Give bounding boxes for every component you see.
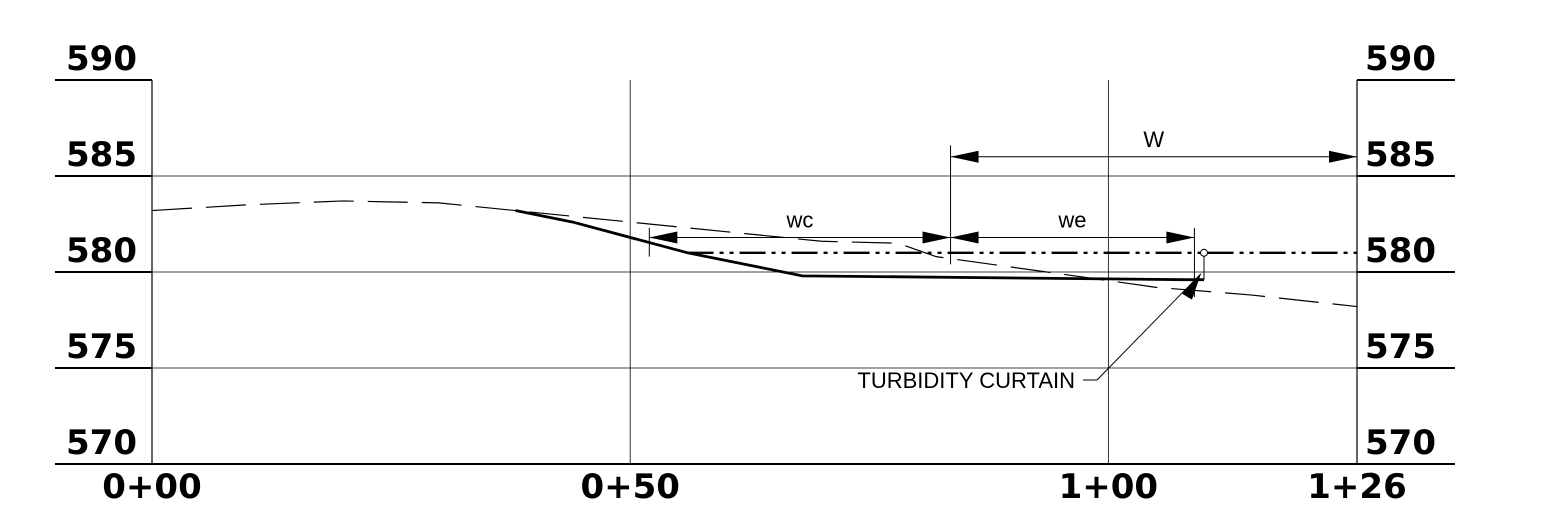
dimension-arrowhead: [950, 150, 979, 163]
x-tick-label: 0+50: [580, 467, 679, 507]
dimension-arrowhead: [1166, 231, 1195, 244]
dimension-arrowhead: [922, 231, 951, 244]
y-tick-label-left: 575: [66, 327, 137, 367]
y-tick-label-right: 580: [1365, 231, 1436, 271]
dimension-label-we: we: [1057, 207, 1086, 232]
y-tick-label-left: 570: [66, 423, 137, 463]
leader-line: [1096, 273, 1202, 381]
leader-arrowhead: [1181, 273, 1201, 300]
y-tick-label-right: 570: [1365, 423, 1436, 463]
dimension-lines: Wwc we: [648, 127, 1357, 297]
series-dashed: [151, 200, 1358, 308]
dimension-arrowhead: [1329, 150, 1357, 163]
x-tick-label: 1+26: [1307, 467, 1406, 507]
annotation: TURBIDITY CURTAIN: [857, 248, 1208, 393]
dimension-label-W: W: [1143, 127, 1164, 152]
dimension-arrowhead: [649, 231, 678, 244]
dimension-arrowhead: [950, 231, 979, 244]
y-tick-label-right: 575: [1365, 327, 1436, 367]
y-tick-label-right: 585: [1365, 135, 1436, 175]
y-tick-label-left: 580: [66, 231, 137, 271]
curtain-float: [1199, 248, 1208, 257]
turbidity-curtain-label: TURBIDITY CURTAIN: [857, 368, 1075, 393]
grid-lines: [55, 79, 1455, 465]
y-tick-label-left: 590: [66, 39, 137, 79]
profile-lines: [151, 200, 1358, 308]
y-tick-label-right: 590: [1365, 39, 1436, 79]
x-tick-label: 1+00: [1059, 467, 1158, 507]
x-tick-label: 0+00: [102, 467, 201, 507]
x-axis-labels: 0+00 0+50 1+00 1+26: [102, 467, 1406, 507]
series-solid: [515, 209, 1204, 282]
dimension-label-wc: wc: [785, 207, 813, 232]
y-tick-label-left: 585: [66, 135, 137, 175]
y-axis-labels: 590 590 585 585 580 580 575 575 570 570: [66, 39, 1436, 463]
